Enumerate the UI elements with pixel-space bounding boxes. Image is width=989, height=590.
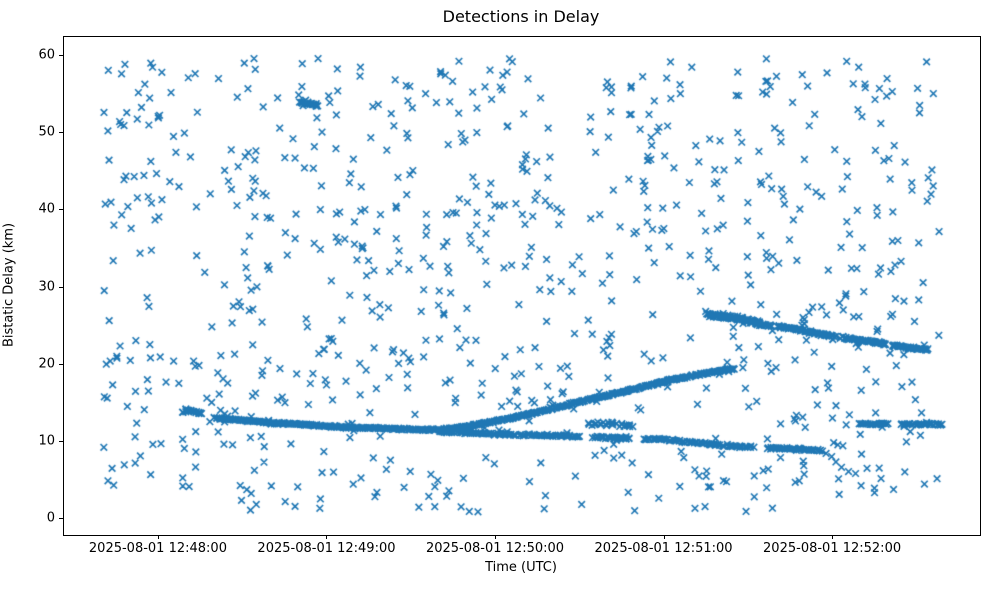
x-tick-label: 2025-08-01 12:51:00	[594, 541, 733, 556]
y-tick	[59, 209, 63, 211]
x-tick	[663, 535, 665, 539]
y-tick	[59, 518, 63, 520]
y-tick	[59, 54, 63, 56]
y-tick-label: 10	[38, 433, 55, 449]
y-axis-label: Bistatic Delay (km)	[1, 222, 17, 348]
y-tick	[59, 440, 63, 442]
y-tick	[59, 132, 63, 134]
y-tick-label: 40	[38, 201, 55, 217]
plot-area	[63, 36, 981, 536]
y-tick	[59, 363, 63, 365]
x-tick-label: 2025-08-01 12:52:00	[763, 541, 902, 556]
x-axis-label: Time (UTC)	[485, 560, 557, 575]
x-tick-label: 2025-08-01 12:49:00	[257, 541, 396, 556]
scatter-canvas	[64, 37, 980, 535]
y-tick-label: 0	[46, 510, 55, 526]
x-tick	[157, 535, 159, 539]
x-tick-label: 2025-08-01 12:50:00	[425, 541, 565, 556]
y-tick-label: 50	[38, 124, 55, 140]
y-tick-label: 30	[38, 279, 55, 294]
chart-title: Detections in Delay	[442, 7, 600, 26]
x-tick	[832, 535, 834, 539]
y-tick-label: 20	[38, 356, 55, 372]
x-tick	[326, 535, 328, 539]
y-tick-label: 60	[38, 47, 55, 63]
x-tick	[495, 535, 497, 539]
y-tick	[59, 286, 63, 288]
x-tick-label: 2025-08-01 12:48:00	[88, 541, 227, 556]
